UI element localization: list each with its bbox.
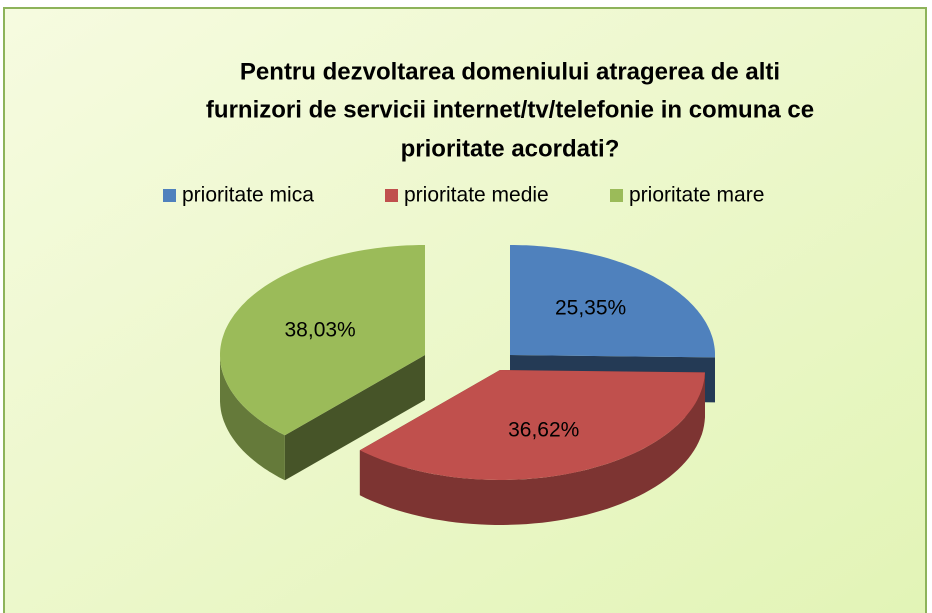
legend-swatch	[610, 189, 623, 202]
legend-label: prioritate medie	[404, 184, 549, 207]
data-label: 38,03%	[285, 318, 356, 341]
slice	[220, 245, 425, 436]
legend-label: prioritate mare	[629, 184, 764, 207]
chart-title: furnizori de servicii internet/tv/telefo…	[206, 96, 814, 123]
slice	[510, 245, 715, 358]
slice	[359, 370, 705, 480]
slice-side	[284, 355, 425, 481]
chart-title: prioritate acordati?	[401, 135, 620, 162]
data-label: 36,62%	[508, 418, 579, 441]
data-label: 25,35%	[555, 296, 626, 319]
slice-side	[359, 372, 705, 525]
chart-title: Pentru dezvoltarea domeniului atragerea …	[240, 58, 780, 85]
legend-swatch	[385, 189, 398, 202]
legend-swatch	[163, 189, 176, 202]
slice-side	[220, 355, 285, 481]
legend-label: prioritate mica	[182, 184, 314, 207]
